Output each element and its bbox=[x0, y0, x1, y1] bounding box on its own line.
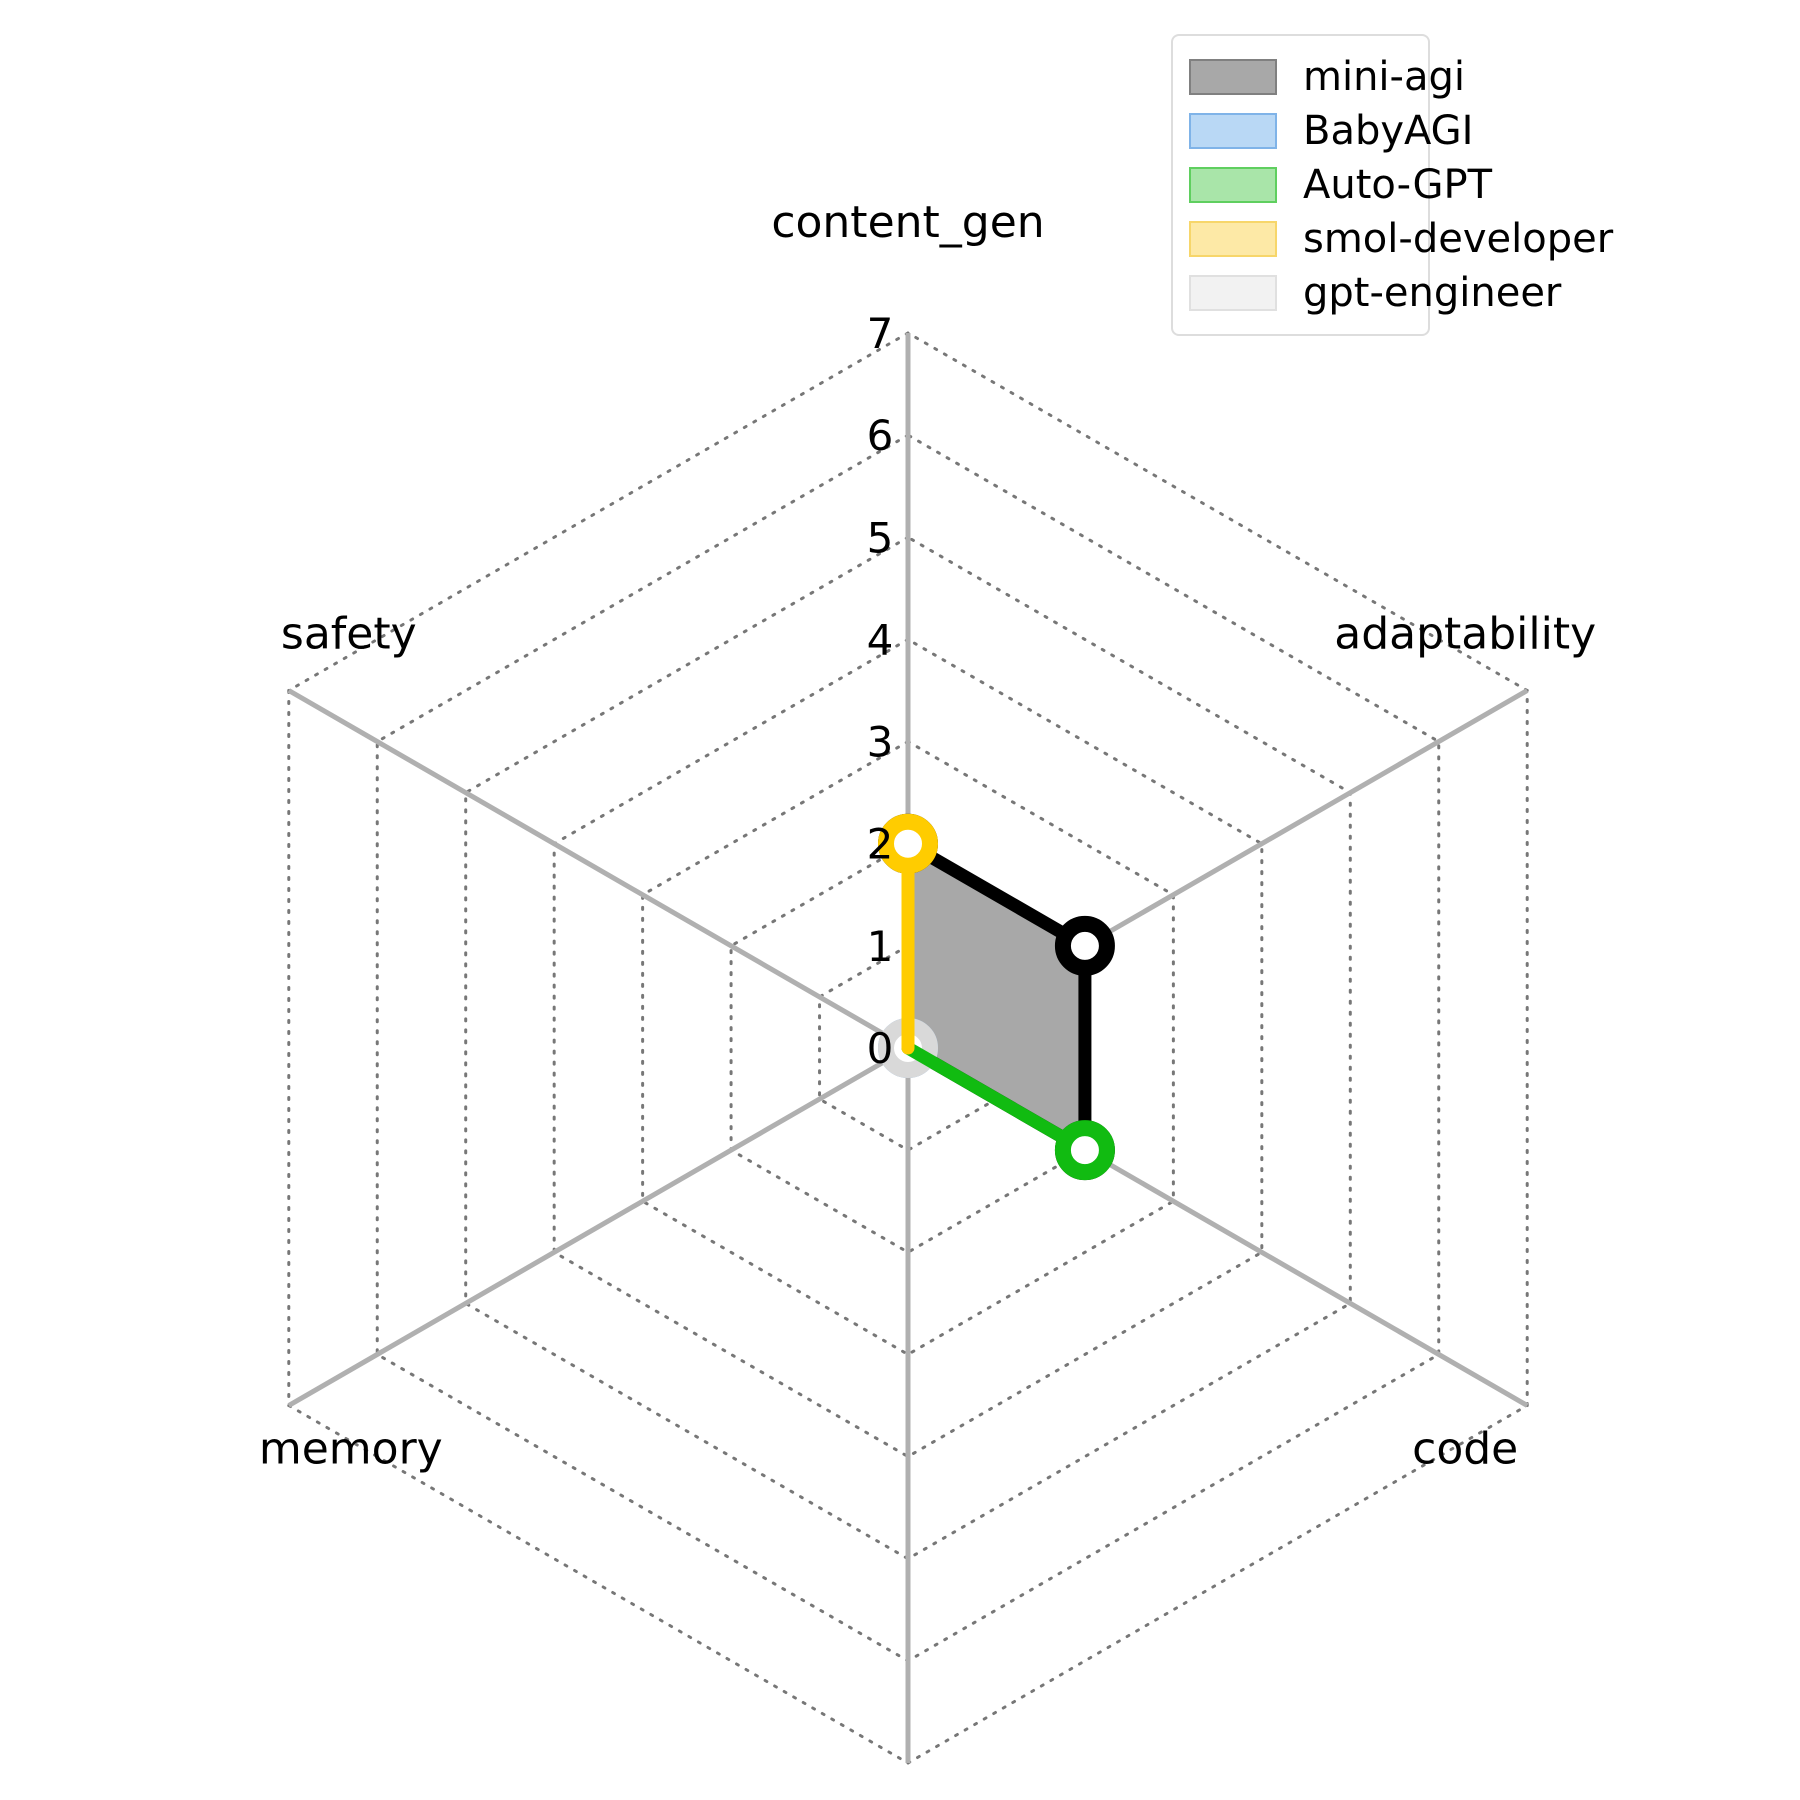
legend-swatch-auto-gpt bbox=[1189, 167, 1277, 203]
axis-label-content_gen: content_gen bbox=[771, 197, 1044, 248]
axis-label-adaptability: adaptability bbox=[1334, 609, 1596, 660]
series-auto-gpt bbox=[901, 1041, 1115, 1181]
legend-swatch-mini-agi bbox=[1189, 59, 1277, 95]
radial-tick-label: 1 bbox=[867, 922, 894, 971]
legend-item[interactable]: smol-developer bbox=[1189, 212, 1613, 266]
axis-spoke bbox=[287, 688, 910, 1051]
series-marker bbox=[878, 813, 938, 874]
legend-label: Auto-GPT bbox=[1303, 162, 1493, 208]
radial-tick-label: 5 bbox=[867, 513, 894, 562]
legend-item[interactable]: mini-agi bbox=[1189, 50, 1465, 104]
series-marker bbox=[1054, 1120, 1115, 1181]
series-marker bbox=[1054, 915, 1115, 976]
series-smol-developer bbox=[878, 813, 938, 1055]
radial-tick-label: 4 bbox=[867, 615, 894, 664]
legend-label: BabyAGI bbox=[1303, 108, 1474, 154]
radial-tick-label: 3 bbox=[867, 718, 894, 767]
axis-label-code: code bbox=[1412, 1424, 1518, 1475]
legend-item[interactable]: BabyAGI bbox=[1189, 104, 1473, 158]
legend-swatch-gpt-engineer bbox=[1189, 275, 1277, 311]
axis-label-memory: memory bbox=[259, 1424, 443, 1475]
series-polygons bbox=[878, 813, 1115, 1181]
legend-swatch-smol-developer bbox=[1189, 221, 1277, 257]
legend-swatch-babyagi bbox=[1189, 113, 1277, 149]
radial-tick-labels: 0 1 2 3 4 5 6 7 bbox=[867, 309, 894, 1073]
chart-legend[interactable]: mini-agi BabyAGI Auto-GPT smol-developer… bbox=[1171, 34, 1613, 336]
legend-item[interactable]: Auto-GPT bbox=[1189, 158, 1492, 212]
axis-spoke bbox=[287, 1045, 910, 1408]
legend-item[interactable]: gpt-engineer bbox=[1189, 266, 1561, 320]
legend-label: gpt-engineer bbox=[1303, 270, 1562, 316]
radial-tick-label: 0 bbox=[867, 1024, 894, 1073]
legend-label: smol-developer bbox=[1303, 216, 1614, 262]
category-axis-labels: content_gensafetymemoryretrievalcodeadap… bbox=[259, 197, 1596, 1475]
legend-label: mini-agi bbox=[1303, 54, 1465, 100]
radial-tick-label: 6 bbox=[867, 411, 894, 460]
radial-tick-label: 2 bbox=[867, 820, 894, 869]
radial-tick-label: 7 bbox=[867, 309, 894, 358]
axis-label-safety: safety bbox=[281, 609, 417, 660]
series-mini-agi bbox=[878, 813, 1115, 1181]
